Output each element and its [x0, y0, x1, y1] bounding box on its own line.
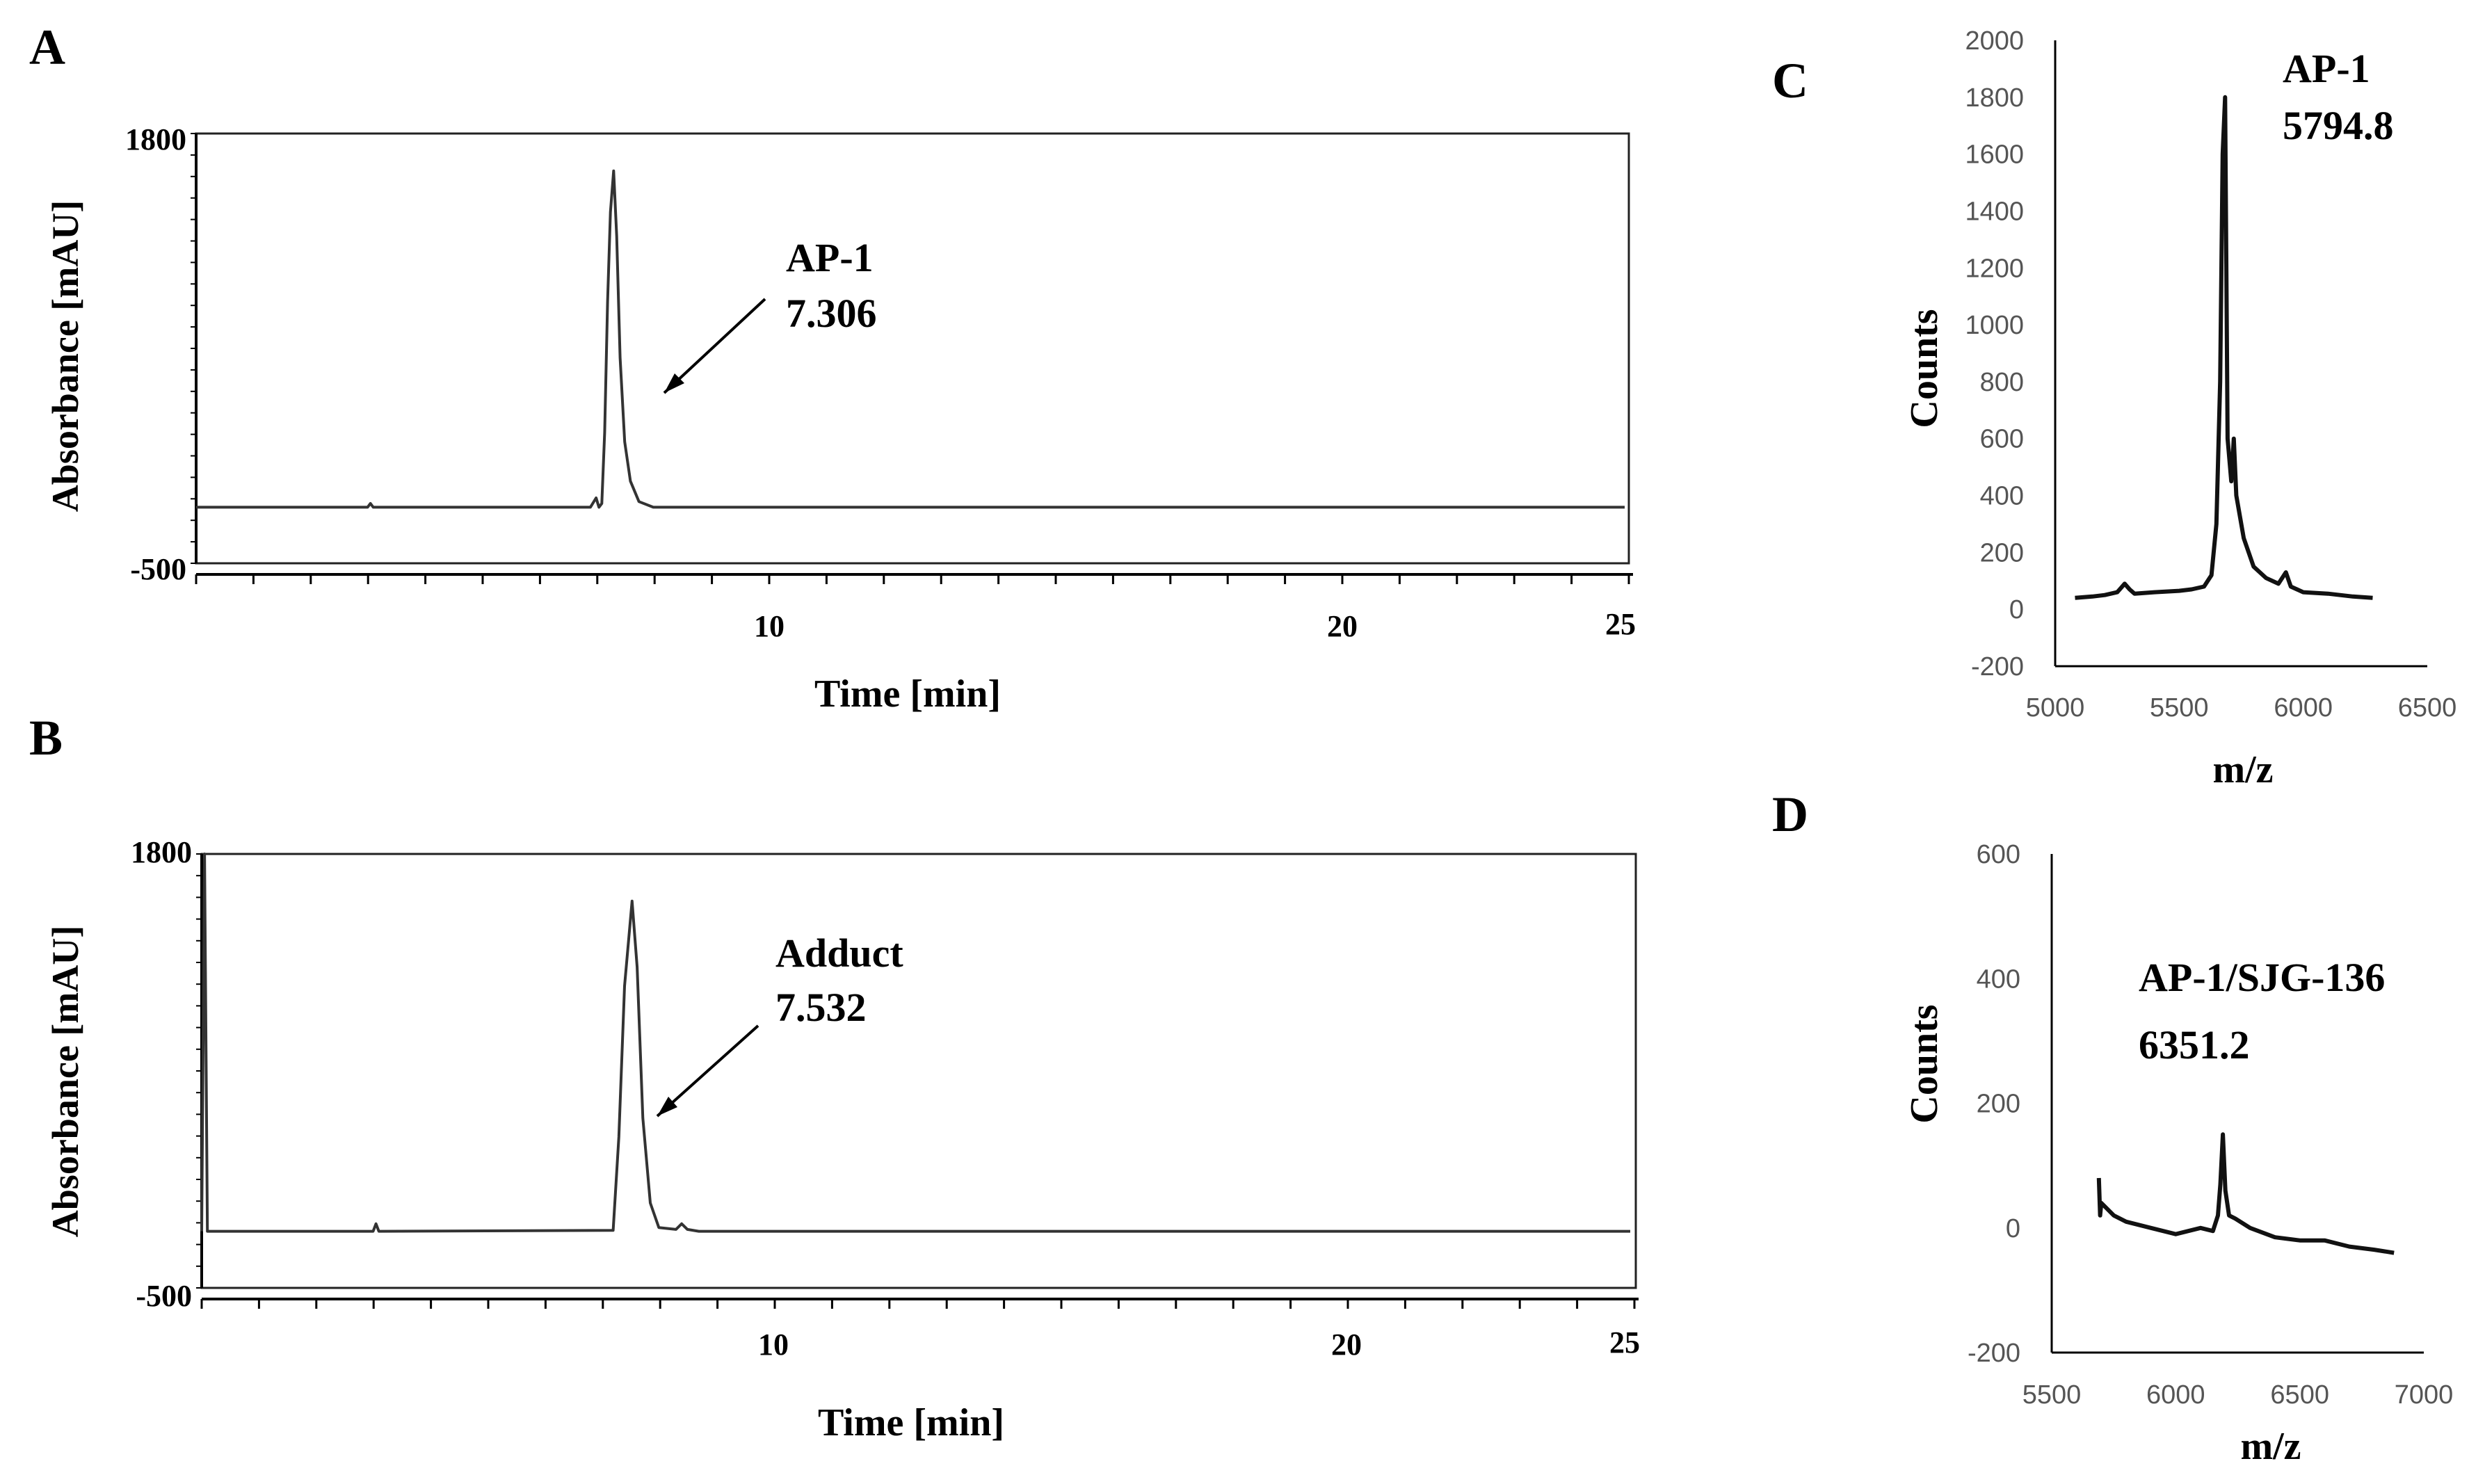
y-tick-label-max-a: 1800: [125, 122, 186, 156]
y-axis-title-a: Absorbance [mAU]: [45, 200, 86, 512]
y-tick-label: 400: [1977, 965, 2020, 994]
y-tick-labels-c: -200 0 200 400 600 800 1000 1200 1400 1600 1800 200…: [1965, 26, 2024, 681]
x-tick-labels-d: 5500 6000 6500 7000: [2022, 1380, 2454, 1410]
y-tick-label: 0: [2009, 595, 2024, 624]
y-tick-labels-d: -200 0 200 400 600: [1968, 840, 2020, 1368]
y-tick-label: 1400: [1965, 197, 2024, 227]
chromatogram-panel-a: 1800 -500 10 20 25 Time [min] Absorbance…: [45, 122, 1636, 716]
x-axis-title-d: m/z: [2240, 1425, 2301, 1468]
plot-frame-b: [200, 853, 1637, 1289]
mass-spectrum-panel-d: -200 0 200 400 600 5500 6000 6500 7000 m/z Coun…: [1903, 840, 2453, 1468]
y-tick-label: 800: [1980, 368, 2024, 397]
x-tick-label-10-b: 10: [758, 1328, 789, 1362]
y-tick-label: -200: [1968, 1339, 2020, 1368]
peak-arrow-head-a: [664, 373, 684, 393]
y-tick-label: -200: [1971, 652, 2024, 681]
spectrum-annotation-value-c: 5794.8: [2283, 103, 2394, 148]
chromatogram-panel-b: 1800 -500 10 20 25 Time [min] Absorbance…: [45, 835, 1640, 1444]
spectrum-trace-c: [2075, 95, 2373, 600]
peak-arrow-line-b: [656, 1024, 759, 1118]
x-tick-label: 7000: [2395, 1380, 2454, 1410]
spectrum-annotation-value-d: 6351.2: [2139, 1022, 2250, 1067]
x-tick-label: 6500: [2398, 693, 2457, 723]
x-tick-label: 5000: [2026, 693, 2085, 723]
x-tick-label-25-b: 25: [1609, 1325, 1640, 1360]
x-tick-label: 6000: [2274, 693, 2333, 723]
x-tick-label: 6500: [2270, 1380, 2329, 1410]
chromatogram-trace-b: [200, 853, 1630, 1233]
y-tick-label: 1200: [1965, 254, 2024, 283]
x-axis-title-a: Time [min]: [814, 672, 1001, 716]
spectrum-annotation-label-d: AP-1/SJG-136: [2139, 955, 2385, 1000]
mass-spectrum-panel-c: -200 0 200 400 600 800 1000 1200 1400 1600 1800 200…: [1903, 26, 2456, 791]
y-tick-label: 0: [2006, 1214, 2020, 1243]
spectrum-trace-d: [2096, 1132, 2395, 1255]
x-tick-labels-c: 5000 5500 6000 6500: [2026, 693, 2457, 723]
y-tick-label-min-b: -500: [136, 1279, 192, 1313]
peak-arrow-head-b: [657, 1097, 677, 1116]
panel-label-c: C: [1772, 53, 1808, 108]
y-axis-title-c: Counts: [1903, 309, 1946, 428]
spectrum-annotation-label-c: AP-1: [2283, 46, 2370, 91]
panel-label-a: A: [29, 19, 65, 75]
y-tick-label: 1800: [1965, 83, 2024, 113]
y-tick-label: 400: [1980, 482, 2024, 511]
chromatogram-trace-a: [196, 169, 1625, 509]
y-tick-label: 200: [1980, 538, 2024, 567]
peak-annotation-value-b: 7.532: [775, 985, 867, 1030]
y-tick-label: 1000: [1965, 311, 2024, 340]
peak-annotation-label-a: AP-1: [786, 235, 874, 280]
peak-arrow-line-a: [663, 298, 766, 394]
y-axis-title-b: Absorbance [mAU]: [45, 926, 86, 1237]
x-axis-title-b: Time [min]: [818, 1401, 1004, 1444]
y-tick-label-min-a: -500: [130, 552, 186, 586]
plot-frame-a: [195, 132, 1630, 565]
x-tick-label: 6000: [2146, 1380, 2205, 1410]
x-tick-label: 5500: [2150, 693, 2209, 723]
y-axis-title-d: Counts: [1903, 1004, 1946, 1123]
y-tick-label: 1600: [1965, 140, 2024, 170]
x-tick-label-10-a: 10: [754, 609, 785, 643]
x-tick-label-20-b: 20: [1331, 1328, 1362, 1362]
x-tick-label-25-a: 25: [1605, 607, 1636, 641]
x-tick-label: 5500: [2022, 1380, 2082, 1410]
y-tick-label: 600: [1980, 425, 2024, 454]
x-minor-ticks-a: [191, 133, 1630, 584]
peak-annotation-value-a: 7.306: [786, 291, 877, 336]
y-tick-label: 200: [1977, 1090, 2020, 1119]
y-tick-label: 600: [1977, 840, 2020, 869]
panel-label-d: D: [1772, 787, 1808, 842]
x-minor-ticks-b: [196, 853, 1636, 1309]
x-tick-label-20-a: 20: [1327, 609, 1358, 643]
peak-annotation-label-b: Adduct: [775, 930, 903, 976]
y-tick-label-max-b: 1800: [131, 835, 192, 869]
panel-label-b: B: [29, 710, 63, 766]
x-axis-title-c: m/z: [2212, 748, 2273, 791]
y-tick-label: 2000: [1965, 26, 2024, 56]
